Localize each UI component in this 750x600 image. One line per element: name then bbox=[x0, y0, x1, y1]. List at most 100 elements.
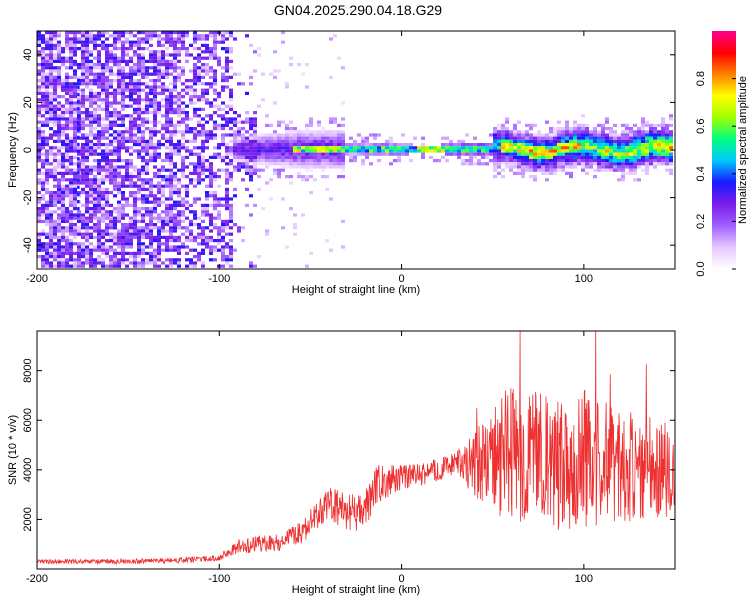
heatmap-cell bbox=[165, 114, 169, 118]
heatmap-cell bbox=[173, 226, 177, 230]
heatmap-cell bbox=[333, 34, 337, 38]
heatmap-cell bbox=[341, 159, 345, 163]
heatmap-cell bbox=[605, 136, 609, 140]
heatmap-cell bbox=[573, 162, 577, 166]
heatmap-cell bbox=[85, 223, 89, 227]
heatmap-cell bbox=[53, 152, 57, 156]
heatmap-cell bbox=[601, 149, 605, 153]
heatmap-cell bbox=[229, 232, 233, 236]
heatmap-cell bbox=[101, 261, 105, 265]
heatmap-cell bbox=[573, 133, 577, 137]
heatmap-cell bbox=[45, 216, 49, 220]
heatmap-cell bbox=[81, 223, 85, 227]
heatmap-cell bbox=[89, 207, 93, 211]
heatmap-cell bbox=[141, 75, 145, 79]
heatmap-cell bbox=[545, 168, 549, 172]
heatmap-cell bbox=[529, 143, 533, 147]
heatmap-cell bbox=[105, 79, 109, 83]
heatmap-cell bbox=[621, 146, 625, 150]
heatmap-cell bbox=[145, 194, 149, 198]
heatmap-cell bbox=[621, 136, 625, 140]
heatmap-cell bbox=[169, 162, 173, 166]
heatmap-cell bbox=[601, 130, 605, 134]
heatmap-cell bbox=[225, 133, 229, 137]
heatmap-cell bbox=[309, 191, 313, 195]
heatmap-cell bbox=[133, 66, 137, 70]
heatmap-cell bbox=[293, 165, 297, 169]
heatmap-cell bbox=[113, 219, 117, 223]
heatmap-cell bbox=[289, 143, 293, 147]
heatmap-cell bbox=[205, 242, 209, 246]
heatmap-cell bbox=[101, 40, 105, 44]
heatmap-cell bbox=[185, 264, 189, 268]
heatmap-cell bbox=[193, 111, 197, 115]
heatmap-cell bbox=[229, 216, 233, 220]
heatmap-cell bbox=[529, 136, 533, 140]
heatmap-cell bbox=[89, 165, 93, 169]
heatmap-cell bbox=[49, 197, 53, 201]
heatmap-cell bbox=[65, 85, 69, 89]
heatmap-cell bbox=[289, 155, 293, 159]
heatmap-cell bbox=[177, 223, 181, 227]
heatmap-cell bbox=[57, 43, 61, 47]
heatmap-cell bbox=[121, 178, 125, 182]
heatmap-cell bbox=[149, 155, 153, 159]
heatmap-cell bbox=[497, 162, 501, 166]
heatmap-cell bbox=[225, 200, 229, 204]
heatmap-cell bbox=[145, 66, 149, 70]
heatmap-cell bbox=[201, 159, 205, 163]
heatmap-cell bbox=[661, 136, 665, 140]
heatmap-cell bbox=[121, 104, 125, 108]
heatmap-cell bbox=[553, 168, 557, 172]
heatmap-cell bbox=[41, 107, 45, 111]
heatmap-cell bbox=[129, 127, 133, 131]
heatmap-cell bbox=[333, 149, 337, 153]
heatmap-cell bbox=[165, 242, 169, 246]
heatmap-cell bbox=[533, 168, 537, 172]
heatmap-cell bbox=[301, 165, 305, 169]
heatmap-cell bbox=[301, 72, 305, 76]
heatmap-cell bbox=[237, 130, 241, 134]
heatmap-cell bbox=[405, 146, 409, 150]
heatmap-cell bbox=[165, 152, 169, 156]
heatmap-cell bbox=[577, 155, 581, 159]
heatmap-cell bbox=[209, 165, 213, 169]
heatmap-cell bbox=[265, 159, 269, 163]
heatmap-cell bbox=[605, 120, 609, 124]
heatmap-cell bbox=[77, 37, 81, 41]
heatmap-cell bbox=[177, 95, 181, 99]
heatmap-cell bbox=[285, 159, 289, 163]
heatmap-cell bbox=[173, 47, 177, 51]
heatmap-cell bbox=[217, 56, 221, 60]
heatmap-cell bbox=[145, 223, 149, 227]
heatmap-cell bbox=[173, 85, 177, 89]
heatmap-cell bbox=[305, 168, 309, 172]
heatmap-cell bbox=[105, 107, 109, 111]
heatmap-cell bbox=[225, 207, 229, 211]
heatmap-cell bbox=[361, 159, 365, 163]
heatmap-cell bbox=[121, 85, 125, 89]
heatmap-cell bbox=[85, 239, 89, 243]
heatmap-cell bbox=[121, 248, 125, 252]
heatmap-cell bbox=[409, 146, 413, 150]
heatmap-cell bbox=[133, 203, 137, 207]
heatmap-cell bbox=[449, 143, 453, 147]
heatmap-cell bbox=[77, 261, 81, 265]
heatmap-cell bbox=[285, 133, 289, 137]
heatmap-cell bbox=[625, 171, 629, 175]
heatmap-cell bbox=[629, 155, 633, 159]
heatmap-cell bbox=[85, 175, 89, 179]
heatmap-cell bbox=[225, 226, 229, 230]
heatmap-cell bbox=[277, 175, 281, 179]
heatmap-cell bbox=[177, 261, 181, 265]
heatmap-cell bbox=[145, 47, 149, 51]
heatmap-cell bbox=[117, 203, 121, 207]
heatmap-cell bbox=[189, 79, 193, 83]
heatmap-cell bbox=[665, 123, 669, 127]
heatmap-cell bbox=[577, 133, 581, 137]
heatmap-cell bbox=[585, 127, 589, 131]
heatmap-cell bbox=[129, 72, 133, 76]
heatmap-cell bbox=[65, 47, 69, 51]
heatmap-cell bbox=[81, 152, 85, 156]
heatmap-cell bbox=[81, 216, 85, 220]
